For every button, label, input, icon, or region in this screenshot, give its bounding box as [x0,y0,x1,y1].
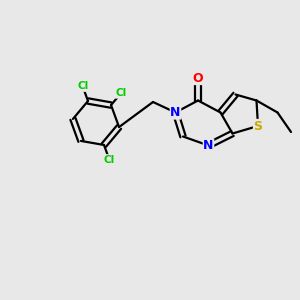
Text: N: N [170,106,181,119]
Text: Cl: Cl [77,81,88,92]
Text: N: N [203,139,214,152]
Text: Cl: Cl [116,88,127,98]
Text: O: O [193,71,203,85]
Text: Cl: Cl [104,154,115,165]
Text: S: S [254,119,262,133]
